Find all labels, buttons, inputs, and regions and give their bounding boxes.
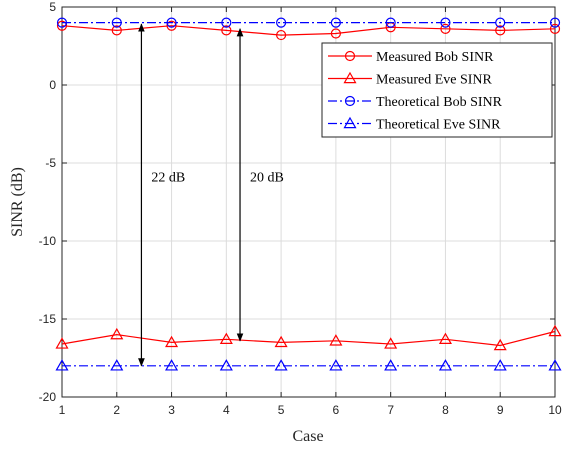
legend-box (321, 42, 553, 138)
data-point (493, 359, 507, 371)
x-axis-label: Case (292, 428, 323, 445)
data-point (219, 359, 233, 371)
x-tick-label: 7 (387, 403, 394, 417)
y-tick-label: -15 (39, 312, 57, 326)
x-tick-label: 2 (113, 403, 120, 417)
data-point (493, 338, 507, 351)
legend-marker (343, 71, 357, 84)
data-point (221, 25, 232, 36)
data-point (276, 29, 287, 41)
legend-label: Theoretical Eve SINR (376, 118, 501, 133)
plot-frame (61, 6, 556, 398)
data-point (495, 17, 506, 28)
data-point (166, 17, 177, 28)
data-point (329, 359, 343, 371)
data-point (385, 17, 396, 28)
data-point (110, 359, 124, 371)
data-point (221, 17, 232, 28)
data-point (438, 332, 452, 345)
data-point (549, 23, 561, 34)
x-tick-label: 10 (548, 403, 562, 417)
data-point (56, 20, 68, 31)
x-tick-label: 5 (278, 403, 285, 417)
data-point (274, 359, 288, 371)
x-tick-label: 3 (168, 403, 175, 417)
data-point (548, 359, 562, 371)
data-point (111, 25, 122, 36)
data-point (165, 335, 179, 348)
data-point (166, 20, 177, 31)
data-point (549, 17, 561, 28)
data-point (330, 17, 341, 28)
series-3 (56, 17, 561, 28)
data-point (440, 17, 451, 28)
data-point (330, 28, 341, 39)
data-point (438, 359, 452, 371)
legend-marker (344, 50, 356, 62)
x-tick-label: 8 (442, 403, 449, 417)
data-point (495, 25, 506, 36)
x-tick-label: 9 (497, 403, 504, 417)
legend-label: Theoretical Bob SINR (376, 95, 503, 110)
series-4 (55, 359, 562, 371)
y-tick-label: -10 (39, 234, 57, 248)
data-point (55, 337, 69, 349)
legend: Measured Bob SINR Measured Eve SINR Theore… (321, 42, 553, 138)
x-tick-label: 6 (333, 403, 340, 417)
legend-marker (343, 116, 357, 129)
data-point (274, 335, 288, 348)
y-tick-label: 0 (49, 78, 56, 92)
data-point (56, 17, 68, 28)
annotation-label: 20 dB (250, 171, 284, 186)
data-point (55, 359, 69, 371)
legend-label: Measured Bob SINR (376, 50, 494, 65)
y-axis-label: SINR (dB) (9, 167, 26, 237)
data-point (384, 359, 398, 371)
annotation-label: 22 dB (151, 171, 185, 186)
data-point (548, 324, 562, 337)
y-tick-label: 5 (49, 0, 56, 14)
data-point (384, 337, 398, 349)
y-tick-label: -5 (45, 156, 56, 170)
data-point (276, 17, 287, 28)
x-tick-label: 4 (223, 403, 230, 417)
legend-label: Measured Eve SINR (376, 73, 493, 88)
data-point (219, 332, 233, 345)
axis-ticks: 1 2 3 4 5 6 7 8 9 10 5 0 -5 -10 -15 -20 (39, 0, 562, 417)
annotations: 22 dB 20 dB (138, 23, 284, 367)
legend-marker (344, 95, 356, 107)
x-tick-label: 1 (59, 403, 66, 417)
data-point (329, 334, 343, 346)
data-point (111, 17, 122, 28)
data-point (110, 327, 124, 340)
y-tick-label: -20 (39, 390, 57, 404)
data-point (165, 359, 179, 371)
data-point (440, 23, 451, 34)
